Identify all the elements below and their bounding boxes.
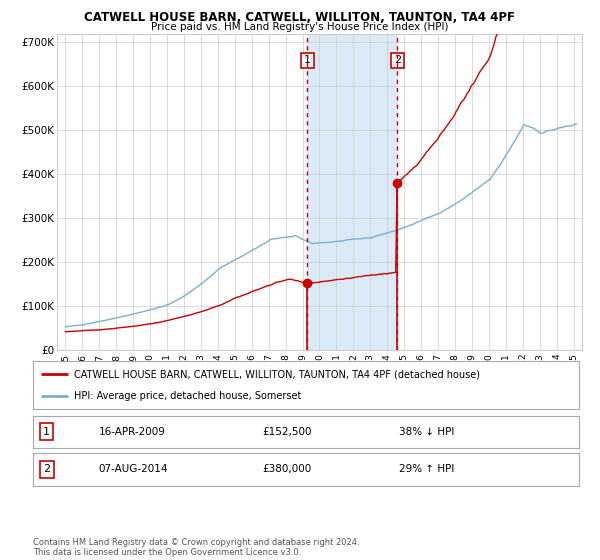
Text: 1: 1: [304, 55, 311, 66]
Text: £380,000: £380,000: [262, 464, 311, 474]
Text: 07-AUG-2014: 07-AUG-2014: [98, 464, 168, 474]
Text: CATWELL HOUSE BARN, CATWELL, WILLITON, TAUNTON, TA4 4PF (detached house): CATWELL HOUSE BARN, CATWELL, WILLITON, T…: [74, 369, 480, 379]
Text: CATWELL HOUSE BARN, CATWELL, WILLITON, TAUNTON, TA4 4PF: CATWELL HOUSE BARN, CATWELL, WILLITON, T…: [85, 11, 515, 24]
Text: 2: 2: [394, 55, 401, 66]
Text: Price paid vs. HM Land Registry's House Price Index (HPI): Price paid vs. HM Land Registry's House …: [151, 22, 449, 32]
Text: 16-APR-2009: 16-APR-2009: [98, 427, 166, 437]
Text: Contains HM Land Registry data © Crown copyright and database right 2024.
This d: Contains HM Land Registry data © Crown c…: [33, 538, 359, 557]
Text: HPI: Average price, detached house, Somerset: HPI: Average price, detached house, Some…: [74, 391, 301, 401]
Text: 1: 1: [43, 427, 50, 437]
Text: 29% ↑ HPI: 29% ↑ HPI: [399, 464, 454, 474]
Text: 38% ↓ HPI: 38% ↓ HPI: [399, 427, 454, 437]
Bar: [307, 34, 397, 350]
Text: 2: 2: [43, 464, 50, 474]
Text: £152,500: £152,500: [262, 427, 312, 437]
